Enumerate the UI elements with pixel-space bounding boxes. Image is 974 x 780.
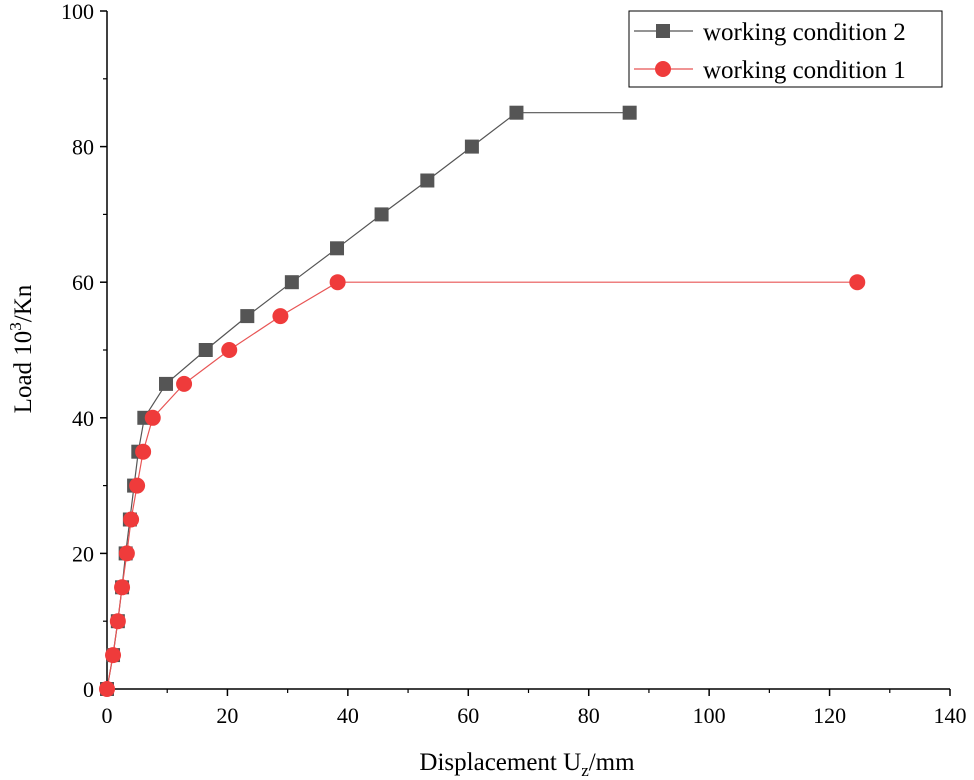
x-tick-label: 40 bbox=[337, 703, 359, 728]
legend-swatch-marker bbox=[655, 61, 671, 77]
series-2 bbox=[99, 274, 866, 697]
x-tick-label: 0 bbox=[102, 703, 113, 728]
data-point bbox=[622, 105, 637, 120]
series-1 bbox=[100, 105, 637, 696]
data-point bbox=[159, 376, 174, 391]
data-point bbox=[374, 207, 389, 222]
y-axis-label: Load 103/Kn bbox=[6, 284, 37, 413]
data-point bbox=[99, 681, 115, 697]
data-point bbox=[284, 275, 299, 290]
data-point bbox=[176, 375, 193, 392]
y-tick-label: 80 bbox=[72, 135, 94, 160]
x-tick-label: 60 bbox=[457, 703, 479, 728]
series-layer bbox=[99, 105, 866, 697]
legend-swatch-marker bbox=[656, 24, 670, 38]
y-tick-label: 20 bbox=[72, 541, 94, 566]
x-tick-label: 100 bbox=[693, 703, 726, 728]
data-point bbox=[105, 647, 122, 664]
data-point bbox=[118, 545, 135, 562]
x-tick-label: 20 bbox=[216, 703, 238, 728]
data-point bbox=[221, 342, 238, 358]
x-tick-label: 140 bbox=[934, 703, 967, 728]
series-line bbox=[106, 112, 630, 690]
y-tick-label: 40 bbox=[72, 406, 94, 431]
data-point bbox=[198, 343, 213, 357]
data-point bbox=[123, 511, 140, 528]
data-point bbox=[135, 443, 152, 460]
legend: working condition 2 working condition 1 bbox=[628, 10, 943, 88]
data-point bbox=[849, 274, 866, 291]
x-tick-label: 120 bbox=[813, 703, 846, 728]
y-tick-label: 0 bbox=[83, 677, 94, 702]
data-point bbox=[240, 309, 255, 324]
legend-box bbox=[628, 10, 943, 88]
x-axis-label: Displacement Uz/mm bbox=[419, 749, 635, 780]
data-point bbox=[509, 105, 524, 120]
y-tick-label: 100 bbox=[61, 0, 94, 24]
data-point bbox=[109, 613, 126, 630]
data-point bbox=[144, 409, 161, 426]
legend-label: working condition 2 bbox=[703, 19, 906, 46]
data-point bbox=[330, 241, 345, 256]
data-point bbox=[464, 139, 479, 154]
data-point bbox=[272, 308, 289, 325]
data-point bbox=[329, 274, 346, 291]
data-point bbox=[420, 173, 435, 188]
y-tick-label: 60 bbox=[72, 270, 94, 295]
legend-label: working condition 1 bbox=[703, 57, 906, 84]
axes: 0 20 40 60 80 100 120 140 0 20 40 60 80 100 bbox=[61, 0, 967, 728]
data-point bbox=[114, 579, 131, 596]
series-line bbox=[106, 281, 858, 690]
x-tick-label: 80 bbox=[578, 703, 600, 728]
data-point bbox=[129, 477, 146, 494]
